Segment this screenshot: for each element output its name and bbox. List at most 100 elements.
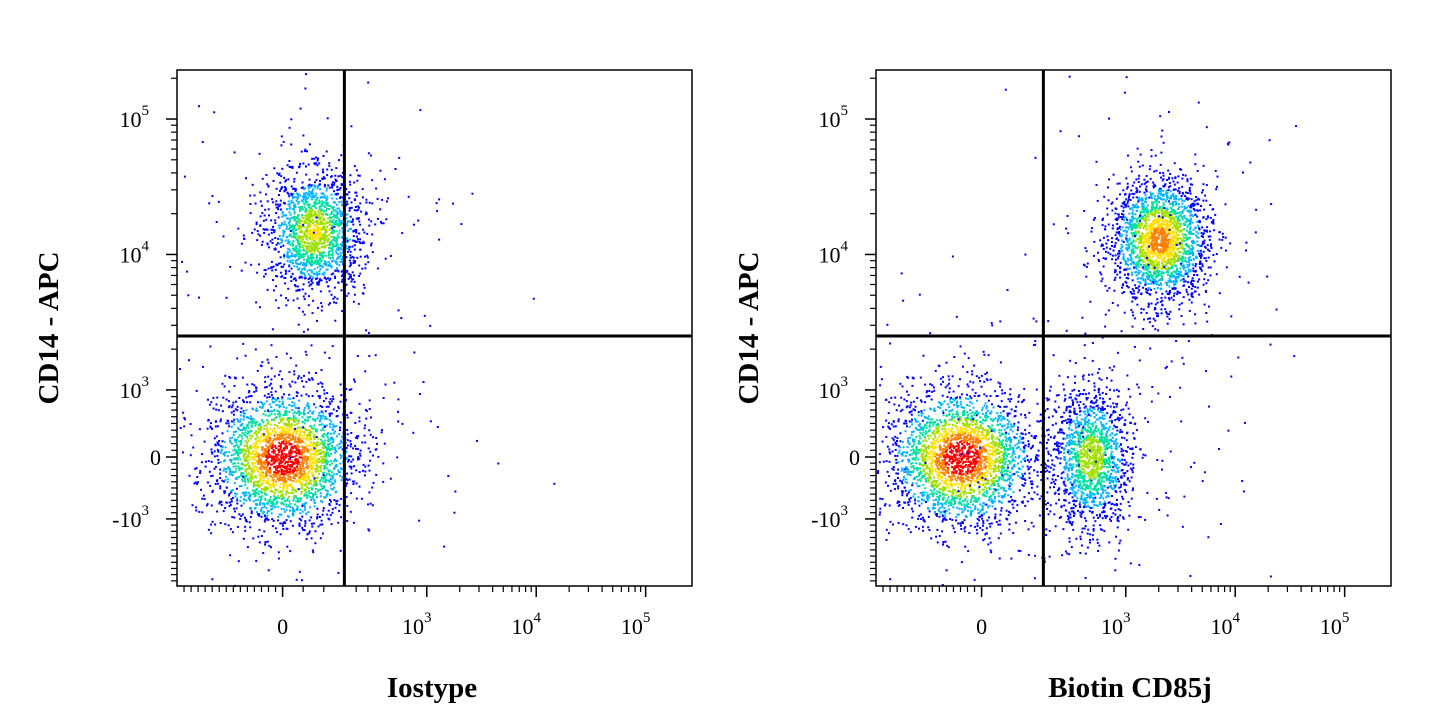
event-dot xyxy=(248,422,251,425)
event-dot xyxy=(1126,185,1129,188)
event-dot xyxy=(363,286,366,289)
event-dot xyxy=(277,216,280,219)
event-dot xyxy=(318,183,321,186)
event-dot xyxy=(1129,225,1131,228)
event-dot xyxy=(1102,248,1105,250)
event-dot xyxy=(298,469,301,472)
event-dot xyxy=(236,476,239,479)
event-dot xyxy=(280,144,283,147)
event-dot xyxy=(255,447,258,450)
event-dot xyxy=(261,465,264,468)
event-dot xyxy=(287,478,290,480)
event-dot xyxy=(211,489,214,492)
event-dot xyxy=(242,448,245,451)
event-dot xyxy=(318,209,321,212)
event-dot xyxy=(301,486,304,489)
x-axis-ticks xyxy=(183,586,647,597)
event-dot xyxy=(305,404,308,407)
event-dot xyxy=(288,458,291,461)
event-dot xyxy=(328,443,331,446)
event-dot xyxy=(323,210,326,213)
event-dot xyxy=(310,198,313,201)
event-dot xyxy=(305,459,308,462)
event-dot xyxy=(346,479,349,482)
event-dot xyxy=(327,470,330,473)
event-dot xyxy=(338,249,341,252)
event-dot xyxy=(322,236,325,239)
event-dot xyxy=(318,516,321,518)
event-dot xyxy=(252,450,255,452)
event-dot xyxy=(265,427,268,430)
event-dot xyxy=(1148,248,1150,251)
event-dot xyxy=(336,444,339,447)
event-dot xyxy=(300,207,303,210)
event-dot xyxy=(298,461,301,464)
event-dot xyxy=(296,460,299,463)
event-dot xyxy=(326,195,329,198)
event-dot xyxy=(365,211,368,214)
event-dot xyxy=(309,277,311,280)
event-dot xyxy=(275,206,278,209)
event-dot xyxy=(206,427,209,430)
event-dot xyxy=(370,244,373,247)
event-dot xyxy=(242,426,245,429)
event-dot xyxy=(287,470,290,473)
event-dot xyxy=(335,267,338,270)
event-dot xyxy=(309,465,312,468)
event-dot xyxy=(355,482,358,485)
event-dot xyxy=(314,530,317,533)
event-dot xyxy=(355,209,358,212)
event-dot xyxy=(277,434,279,436)
event-dot xyxy=(210,460,213,463)
event-dot xyxy=(322,196,325,199)
event-dot xyxy=(1122,252,1125,255)
event-dot xyxy=(1150,302,1153,305)
event-dot xyxy=(320,212,323,215)
event-dot xyxy=(269,496,272,499)
event-dot xyxy=(272,279,274,281)
event-dot xyxy=(264,414,267,417)
event-dot xyxy=(301,186,304,189)
event-dot xyxy=(282,528,285,530)
event-dot xyxy=(305,196,307,199)
event-dot xyxy=(301,181,304,184)
event-dot xyxy=(219,420,222,423)
event-dot xyxy=(310,482,313,485)
event-dot xyxy=(338,471,341,473)
event-dot xyxy=(314,488,317,490)
event-dot xyxy=(266,509,269,512)
event-dot xyxy=(302,447,305,450)
event-dot xyxy=(298,433,301,436)
event-dot xyxy=(241,480,244,483)
event-dot xyxy=(1186,210,1189,212)
event-dot xyxy=(238,420,241,423)
event-dot xyxy=(296,194,299,197)
event-dot xyxy=(293,219,296,222)
event-dot xyxy=(299,194,302,197)
event-dot xyxy=(312,252,315,255)
event-dot xyxy=(364,424,367,427)
event-dot xyxy=(296,412,299,415)
event-dot xyxy=(312,441,315,444)
event-dot xyxy=(348,191,351,194)
event-dot xyxy=(283,520,286,523)
event-dot xyxy=(300,199,303,202)
event-dot xyxy=(276,502,279,505)
event-dot xyxy=(401,232,404,235)
event-dot xyxy=(332,251,335,254)
event-dot xyxy=(318,472,320,475)
event-dot xyxy=(307,224,310,227)
event-dot xyxy=(207,460,210,463)
event-dot xyxy=(252,481,255,484)
event-dot xyxy=(358,420,361,423)
event-dot xyxy=(332,206,335,209)
event-dot xyxy=(312,410,315,413)
event-dot xyxy=(1124,216,1127,219)
event-dot xyxy=(317,414,320,417)
event-dot xyxy=(349,510,352,513)
event-dot xyxy=(330,436,333,439)
event-dot xyxy=(1112,249,1115,252)
event-dot xyxy=(308,492,311,495)
event-dot xyxy=(245,475,247,478)
event-dot xyxy=(217,409,220,412)
